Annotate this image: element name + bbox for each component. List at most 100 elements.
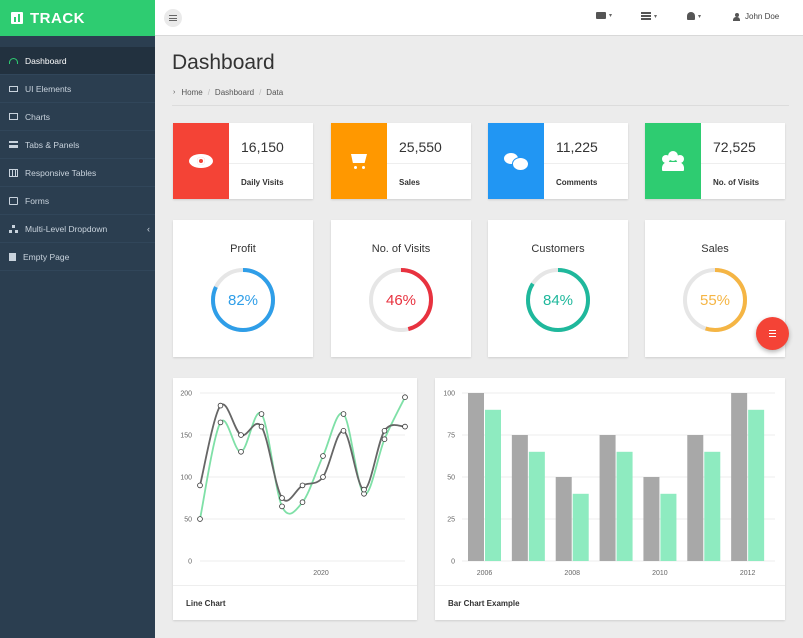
breadcrumb-home[interactable]: Home bbox=[181, 88, 203, 97]
stat-tile bbox=[645, 123, 701, 199]
data-point bbox=[381, 436, 388, 442]
sidebar-item-forms[interactable]: Forms bbox=[0, 187, 155, 215]
gauge-value: 82% bbox=[227, 292, 259, 309]
stat-tile bbox=[173, 123, 229, 199]
bar-chart-card: 0 25 50 75 100 2006 2008 2010 2012 Bar Chart Exa… bbox=[435, 378, 785, 620]
table-icon bbox=[9, 168, 18, 177]
x-tick-label: 2012 bbox=[740, 570, 756, 577]
sidebar-item-tabs-panels[interactable]: Tabs & Panels bbox=[0, 131, 155, 159]
bar bbox=[528, 451, 545, 561]
data-point bbox=[361, 486, 367, 493]
file-icon bbox=[9, 252, 16, 261]
sidebar-item-label: Charts bbox=[25, 111, 51, 122]
gauge-arc bbox=[683, 268, 747, 332]
y-tick-label: 50 bbox=[447, 475, 455, 482]
floating-menu-button[interactable] bbox=[756, 317, 789, 350]
sidebar-toggle-button[interactable] bbox=[164, 9, 182, 27]
bar bbox=[468, 393, 484, 561]
breadcrumb-dashboard[interactable]: Dashboard bbox=[214, 88, 255, 97]
data-point bbox=[320, 474, 326, 480]
bar bbox=[555, 477, 572, 561]
gauge-arc bbox=[369, 268, 433, 332]
stat-value: 11,225 bbox=[556, 139, 598, 155]
data-point bbox=[258, 411, 265, 417]
data-point bbox=[320, 453, 326, 459]
y-tick-label: 100 bbox=[180, 475, 192, 482]
data-point bbox=[279, 495, 285, 501]
hamburger-icon bbox=[769, 330, 776, 332]
brand[interactable]: TRACK bbox=[0, 0, 155, 36]
gauge-card-no-of-visits: No. of Visits 46% bbox=[331, 220, 471, 357]
list-icon bbox=[9, 141, 18, 148]
divider bbox=[387, 163, 471, 164]
alerts-dropdown[interactable]: ▾ bbox=[687, 12, 701, 20]
x-tick-label: 2008 bbox=[564, 570, 580, 577]
sidebar-nav: Dashboard UI Elements Charts Tabs & Pane… bbox=[0, 36, 155, 271]
sidebar-item-label: UI Elements bbox=[25, 83, 72, 94]
stat-value: 72,525 bbox=[713, 139, 756, 155]
bar bbox=[599, 435, 616, 561]
page-title: Dashboard bbox=[172, 51, 275, 74]
breadcrumb-separator: / bbox=[259, 88, 262, 97]
sidebar-item-charts[interactable]: Charts bbox=[0, 103, 155, 131]
data-point bbox=[279, 503, 285, 510]
y-tick-label: 75 bbox=[447, 433, 455, 440]
bar bbox=[748, 409, 765, 561]
sidebar-item-dashboard[interactable]: Dashboard bbox=[0, 47, 155, 75]
sidebar-item-multi-level-dropdown[interactable]: Multi-Level Dropdown ‹ bbox=[0, 215, 155, 243]
data-point bbox=[340, 411, 347, 417]
stat-card-no-of-visits: 72,525 No. of Visits bbox=[645, 123, 785, 199]
sidebar-item-empty-page[interactable]: Empty Page bbox=[0, 243, 155, 271]
sitemap-icon bbox=[9, 224, 18, 233]
data-point bbox=[402, 394, 408, 401]
x-tick-label: 2020 bbox=[313, 570, 329, 577]
sidebar-item-ui-elements[interactable]: UI Elements bbox=[0, 75, 155, 103]
sidebar-item-label: Responsive Tables bbox=[25, 167, 97, 178]
gauge-ring bbox=[683, 268, 747, 332]
stat-label: No. of Visits bbox=[713, 178, 760, 187]
data-point bbox=[238, 449, 244, 455]
stat-card-comments: 11,225 Comments bbox=[488, 123, 628, 199]
hamburger-icon bbox=[169, 15, 177, 16]
divider bbox=[435, 585, 785, 586]
data-point bbox=[217, 402, 224, 409]
sidebar-item-label: Empty Page bbox=[23, 251, 70, 262]
gauge-value: 84% bbox=[542, 292, 574, 309]
top-navbar: ▾ ▾ ▾ John Doe bbox=[155, 0, 803, 36]
data-point bbox=[299, 499, 306, 505]
user-menu[interactable]: John Doe bbox=[733, 12, 779, 21]
gauge-value: 55% bbox=[699, 292, 731, 309]
y-tick-label: 25 bbox=[447, 517, 455, 524]
bar bbox=[731, 393, 748, 561]
bell-icon bbox=[687, 12, 695, 20]
gauge-card-customers: Customers 84% bbox=[488, 220, 628, 357]
y-tick-label: 100 bbox=[443, 391, 455, 398]
x-tick-label: 2010 bbox=[652, 570, 668, 577]
bar bbox=[660, 493, 677, 561]
gauge-arc bbox=[211, 268, 275, 332]
caret-down-icon: ▾ bbox=[654, 13, 658, 20]
bar bbox=[572, 493, 589, 561]
bar-chart-logo-icon bbox=[11, 12, 23, 24]
eye-icon bbox=[189, 154, 213, 168]
stat-value: 25,550 bbox=[399, 139, 442, 155]
chart-title: Bar Chart Example bbox=[448, 599, 520, 608]
tasks-dropdown[interactable]: ▾ bbox=[641, 12, 657, 20]
gauge-value: 46% bbox=[385, 292, 417, 309]
chevron-right-icon: › bbox=[173, 89, 176, 96]
gauge-ring bbox=[526, 268, 590, 332]
gauge-arc bbox=[526, 268, 590, 332]
divider bbox=[701, 163, 785, 164]
bar bbox=[687, 435, 704, 561]
breadcrumb-separator: / bbox=[207, 88, 210, 97]
messages-dropdown[interactable]: ▾ bbox=[596, 12, 612, 19]
bar bbox=[616, 451, 633, 561]
divider bbox=[544, 163, 628, 164]
tasks-icon bbox=[641, 12, 651, 20]
y-tick-label: 0 bbox=[188, 559, 192, 566]
gauge-title: Profit bbox=[230, 243, 256, 255]
stat-label: Comments bbox=[556, 178, 598, 187]
chart-title: Line Chart bbox=[186, 599, 226, 608]
shopping-cart-icon bbox=[348, 151, 370, 171]
sidebar-item-responsive-tables[interactable]: Responsive Tables bbox=[0, 159, 155, 187]
